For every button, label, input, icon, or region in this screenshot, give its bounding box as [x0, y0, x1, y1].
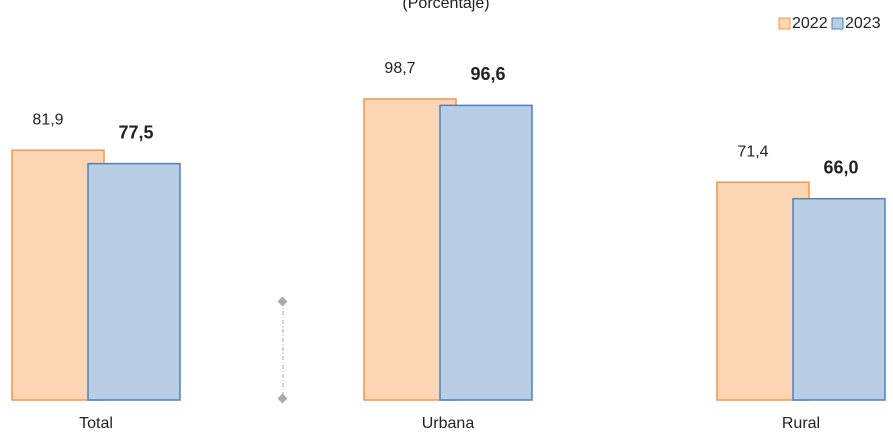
legend-swatch — [831, 17, 844, 30]
bar — [439, 104, 533, 401]
data-label: 66,0 — [823, 157, 858, 177]
separator-marker — [277, 296, 288, 307]
legend-label: 2023 — [845, 15, 881, 32]
separator — [277, 296, 288, 404]
bar — [87, 162, 181, 401]
data-label: 77,5 — [118, 122, 153, 142]
data-label: 96,6 — [470, 64, 505, 84]
separator-marker — [277, 393, 288, 404]
x-tick-label: Urbana — [422, 415, 475, 432]
legend-label: 2022 — [792, 15, 828, 32]
data-label: 98,7 — [384, 60, 415, 77]
data-label: 71,4 — [737, 143, 768, 160]
legend-swatch — [778, 17, 791, 30]
bar — [792, 197, 886, 401]
chart-title: (Porcentaje) — [402, 0, 489, 12]
x-tick-label: Rural — [782, 415, 820, 432]
data-label: 81,9 — [32, 111, 63, 128]
x-tick-label: Total — [79, 415, 113, 432]
